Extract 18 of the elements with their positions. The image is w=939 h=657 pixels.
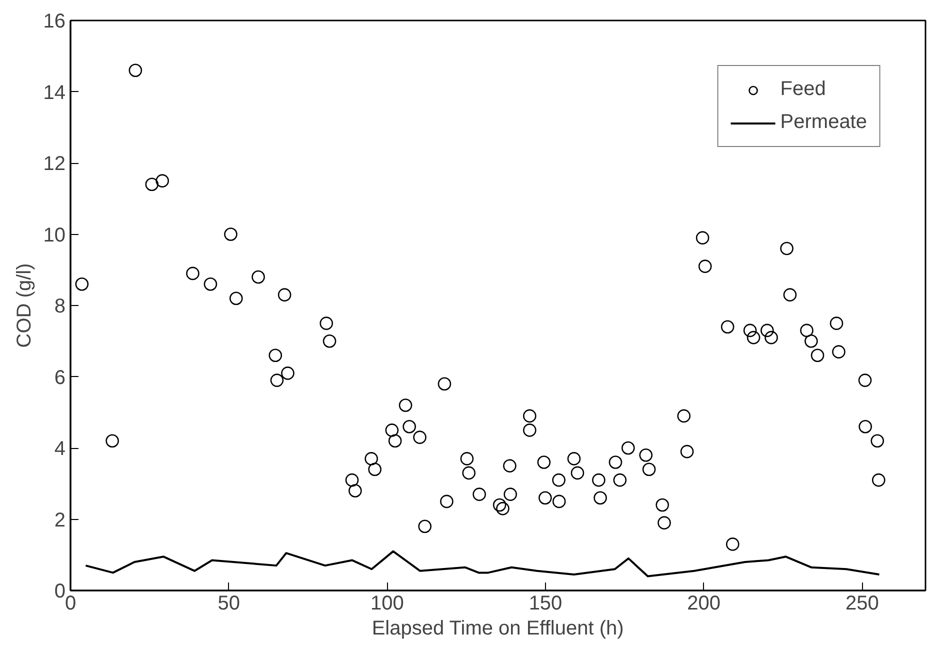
line-series (84, 550, 880, 578)
x-tick-label: 50 (218, 592, 240, 614)
legend-label: Permeate (780, 111, 867, 134)
y-tick-label: 8 (54, 296, 66, 318)
y-tick-label: 6 (54, 366, 66, 389)
x-tick-label: 100 (370, 592, 404, 614)
y-tick-label: 2 (54, 509, 66, 532)
y-tick-label: 14 (43, 82, 66, 104)
legend-label: Feed (780, 78, 826, 101)
y-tick-label: 16 (43, 10, 66, 32)
y-tick-label: 12 (43, 153, 66, 175)
y-tick-label: 10 (43, 224, 66, 246)
x-tick-label: 150 (528, 592, 562, 614)
x-axis-title: Elapsed Time on Effluent (h) (372, 618, 624, 640)
y-axis-title: COD (g/l) (13, 263, 36, 348)
x-tick-label: 200 (687, 592, 721, 614)
x-tick-label: 250 (845, 592, 879, 614)
y-tick-label: 4 (54, 438, 66, 460)
